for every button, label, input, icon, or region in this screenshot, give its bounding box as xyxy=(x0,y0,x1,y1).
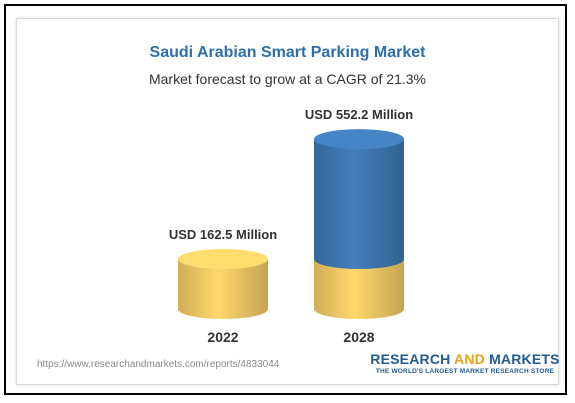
brand-name: RESEARCH AND MARKETS xyxy=(370,351,560,367)
bar-2028-base-segment xyxy=(314,258,404,319)
data-label-2022: USD 162.5 Million xyxy=(169,227,277,242)
bar-2022-body xyxy=(178,258,268,319)
chart-title: Saudi Arabian Smart Parking Market xyxy=(149,44,426,61)
category-label-2028: 2028 xyxy=(343,329,374,345)
chart-plot: USD 162.5 Million 2022 USD 552.2 Million 20… xyxy=(169,107,413,345)
chart-subtitle: Market forecast to grow at a CAGR of 21.… xyxy=(148,71,426,87)
category-label-2022: 2022 xyxy=(207,329,238,345)
chart-card: Saudi Arabian Smart Parking Market Marke… xyxy=(16,18,560,385)
bar-2022-top xyxy=(178,248,268,269)
image-frame: Saudi Arabian Smart Parking Market Marke… xyxy=(4,4,567,395)
brand-logo: RESEARCH AND MARKETS THE WORLD'S LARGEST… xyxy=(370,351,560,375)
source-url: https://www.researchandmarkets.com/repor… xyxy=(37,359,280,370)
data-label-2028: USD 552.2 Million xyxy=(305,107,413,122)
bar-2028-top xyxy=(314,129,404,150)
brand-tagline: THE WORLD'S LARGEST MARKET RESEARCH STOR… xyxy=(375,368,555,375)
bar-2028-growth-segment xyxy=(314,139,404,269)
